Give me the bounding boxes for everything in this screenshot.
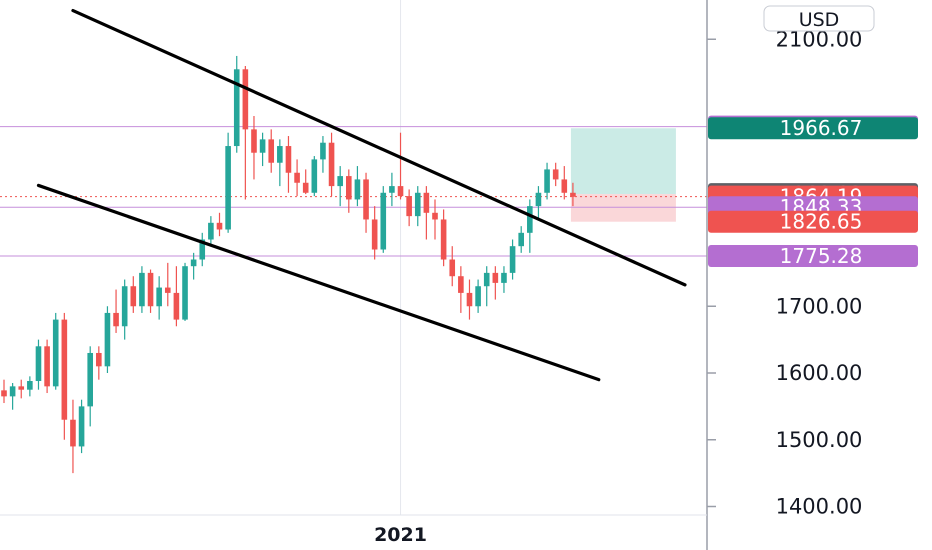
candle-body bbox=[190, 259, 197, 267]
candle-body bbox=[18, 386, 25, 390]
candle-body bbox=[199, 239, 206, 260]
tick-label: 1500.00 bbox=[776, 428, 863, 452]
candle-body bbox=[483, 272, 490, 287]
candle-body bbox=[320, 142, 326, 160]
candle-body bbox=[96, 352, 102, 367]
candle-body bbox=[225, 146, 231, 230]
candle-body bbox=[466, 292, 473, 307]
candle-body bbox=[268, 139, 275, 163]
candle-body bbox=[35, 346, 42, 382]
horizontal-levels bbox=[0, 126, 707, 257]
tick-label: 1600.00 bbox=[776, 361, 863, 385]
candle-body bbox=[414, 192, 421, 217]
candle-body bbox=[208, 222, 214, 240]
tick-label: 1700.00 bbox=[776, 294, 863, 318]
candle-body bbox=[371, 219, 378, 250]
take-profit-label: 1966.67 bbox=[780, 116, 863, 140]
candle-body bbox=[44, 346, 50, 387]
candle-body bbox=[406, 196, 412, 217]
candle-body bbox=[509, 246, 516, 273]
candle-body bbox=[130, 286, 137, 307]
candle-body bbox=[173, 292, 180, 320]
low-level-label: 1775.28 bbox=[780, 244, 863, 268]
candle-body bbox=[449, 259, 456, 277]
candle-body bbox=[70, 419, 76, 447]
candle-body bbox=[544, 169, 550, 193]
tick-label: 1400.00 bbox=[776, 495, 863, 519]
candle-body bbox=[139, 272, 145, 307]
candle-body bbox=[216, 222, 223, 230]
candle-body bbox=[164, 287, 171, 293]
candle-body bbox=[156, 287, 162, 307]
candle-body bbox=[346, 176, 352, 200]
candle-body bbox=[561, 179, 568, 193]
candle-body bbox=[501, 272, 507, 283]
price-labels: 1969.141966.671868.031864.193d 12h1848.3… bbox=[708, 115, 918, 268]
profit-zone[interactable] bbox=[570, 128, 676, 195]
candle-body bbox=[354, 179, 361, 200]
candle-body bbox=[423, 192, 430, 213]
channel-lines[interactable] bbox=[36, 8, 687, 382]
candle-body bbox=[182, 266, 188, 320]
low-level-label-box bbox=[708, 245, 918, 268]
currency-badge[interactable]: USD bbox=[763, 5, 875, 32]
candle-body bbox=[233, 69, 240, 147]
candle-body bbox=[475, 286, 481, 307]
candle-body bbox=[251, 129, 257, 153]
candle-body bbox=[87, 352, 93, 407]
currency-badge-box[interactable] bbox=[763, 5, 875, 32]
candles bbox=[1, 55, 576, 474]
candle-body bbox=[389, 186, 395, 193]
candle-body bbox=[363, 179, 369, 220]
candle-body bbox=[294, 172, 300, 183]
candle-body bbox=[147, 272, 154, 307]
take-profit-label-box bbox=[708, 117, 918, 140]
loss-zone[interactable] bbox=[570, 194, 676, 222]
candle-body bbox=[242, 69, 249, 130]
candle-body bbox=[311, 159, 318, 193]
channel-line[interactable] bbox=[71, 8, 687, 287]
plot-area[interactable] bbox=[0, 0, 707, 515]
stop-loss-label-box bbox=[708, 210, 918, 233]
candle-body bbox=[61, 319, 68, 420]
candle-body bbox=[432, 212, 438, 220]
candle-body bbox=[302, 182, 309, 193]
candle-body bbox=[397, 186, 404, 197]
candle-body bbox=[570, 192, 576, 197]
candle-body bbox=[52, 319, 59, 387]
candle-body bbox=[259, 139, 266, 153]
candle-body bbox=[27, 381, 33, 390]
channel-line[interactable] bbox=[36, 183, 601, 382]
candle-body bbox=[458, 276, 464, 293]
candle-body bbox=[337, 176, 343, 187]
candle-body bbox=[552, 169, 559, 180]
candle-body bbox=[121, 286, 128, 327]
time-axis-label: 2021 bbox=[374, 524, 427, 546]
candle-body bbox=[78, 406, 85, 447]
candle-body bbox=[380, 192, 387, 250]
currency-label: USD bbox=[799, 9, 840, 31]
candle-body bbox=[113, 312, 119, 327]
candle-body bbox=[1, 390, 7, 397]
candle-body bbox=[9, 386, 16, 397]
candle-body bbox=[277, 146, 283, 163]
candle-body bbox=[535, 192, 542, 207]
stop-loss-label: 1826.65 bbox=[780, 210, 863, 234]
candle-body bbox=[328, 142, 335, 187]
candle-body bbox=[518, 232, 524, 247]
candle-body bbox=[440, 219, 447, 260]
candle-body bbox=[285, 146, 292, 173]
candle-body bbox=[104, 312, 111, 367]
candle-body bbox=[527, 206, 533, 233]
candle-body bbox=[492, 272, 499, 283]
